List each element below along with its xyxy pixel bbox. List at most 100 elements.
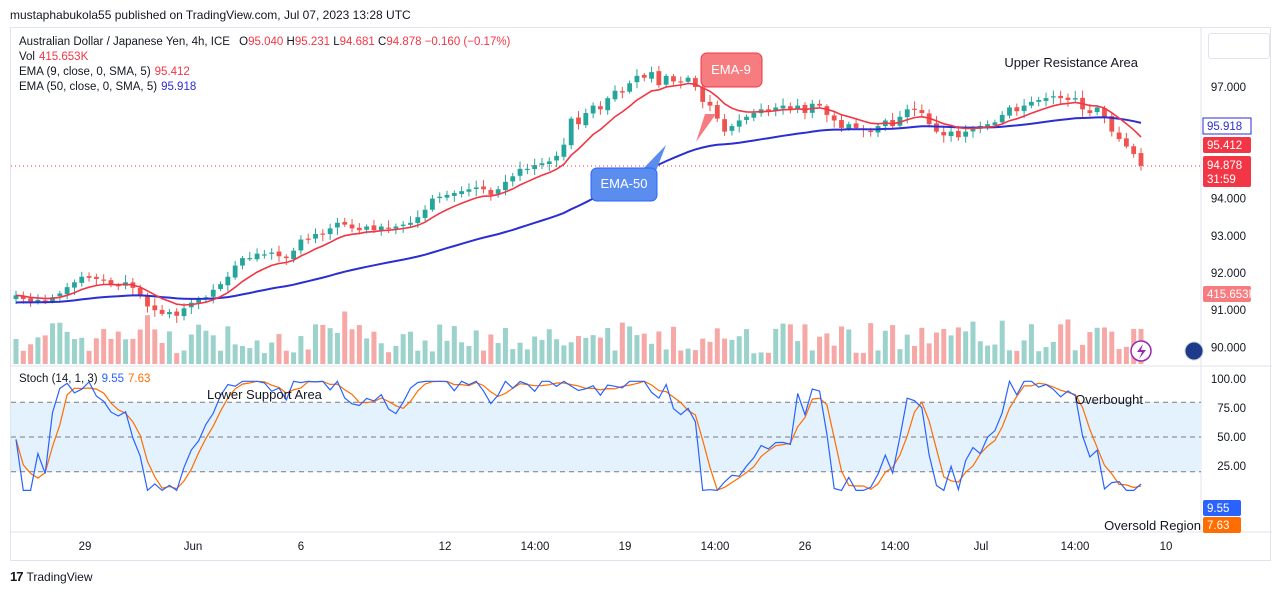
candle-body bbox=[846, 124, 852, 129]
volume-bar bbox=[364, 338, 370, 364]
candle-body bbox=[393, 226, 399, 229]
time-tick-label: 12 bbox=[439, 541, 452, 553]
volume-bar bbox=[736, 336, 742, 364]
candle-body bbox=[225, 276, 231, 286]
ema9-callout[interactable]: EMA-9 bbox=[696, 52, 763, 142]
volume-bar bbox=[305, 349, 311, 364]
stoch-d-badge[interactable]: 7.63 bbox=[1203, 517, 1241, 533]
volume-bar bbox=[561, 345, 567, 364]
chart-canvas[interactable]: 97.00095.00094.00093.00092.00091.00090.0… bbox=[11, 28, 1272, 562]
ema9-price-badge[interactable]: 95.412 bbox=[1203, 137, 1251, 153]
volume-bar bbox=[35, 337, 41, 364]
last-price-badge[interactable]: 94.878 31:59 bbox=[1203, 156, 1251, 187]
candle-body bbox=[108, 280, 114, 285]
candle-body bbox=[963, 131, 969, 137]
volume-bar bbox=[174, 353, 180, 364]
candle-body bbox=[291, 250, 296, 260]
volume-bar bbox=[546, 329, 552, 364]
volume-bar bbox=[649, 343, 655, 364]
legend-ema50[interactable]: EMA (50, close, 0, SMA, 5) 95.918 bbox=[19, 81, 197, 93]
ema9-line bbox=[15, 82, 1142, 306]
volume-bar bbox=[532, 336, 538, 364]
candle-body bbox=[970, 127, 976, 132]
candle-body bbox=[999, 114, 1005, 123]
chart-settings-button[interactable] bbox=[1208, 33, 1270, 59]
candle-body bbox=[605, 98, 611, 111]
candle-body bbox=[868, 130, 874, 133]
last-price-badge-bg bbox=[1203, 156, 1251, 187]
volume-bar bbox=[605, 327, 611, 364]
volume-bar bbox=[597, 337, 603, 364]
volume-bar bbox=[539, 339, 545, 364]
legend-ema9[interactable]: EMA (9, close, 0, SMA, 5) 95.412 bbox=[19, 66, 190, 78]
legend-stoch[interactable]: Stoch (14, 1, 3) 9.55 7.63 bbox=[19, 373, 151, 385]
ema50-price-badge-text: 95.918 bbox=[1207, 121, 1242, 133]
volume-bar bbox=[502, 328, 508, 364]
countdown-text: 31:59 bbox=[1207, 174, 1236, 186]
volume-bar bbox=[765, 352, 771, 364]
candle-body bbox=[342, 222, 348, 225]
volume-badge[interactable]: 415.653K bbox=[1203, 286, 1257, 302]
volume-bar bbox=[904, 334, 910, 364]
time-tick-label: 14:00 bbox=[701, 541, 730, 553]
candle-body bbox=[948, 131, 954, 137]
legend-close: 94.878 bbox=[386, 36, 422, 48]
legend-volume[interactable]: Vol 415.653K bbox=[19, 51, 89, 63]
candle-body bbox=[247, 258, 253, 260]
candle-body bbox=[780, 105, 786, 109]
volume-bar bbox=[422, 340, 428, 364]
candle-body bbox=[1050, 96, 1056, 98]
stoch-axis[interactable]: 100.00 75.00 50.00 25.00 bbox=[1211, 374, 1246, 473]
candle-body bbox=[210, 289, 216, 297]
volume-bar bbox=[137, 329, 143, 364]
candle-body bbox=[451, 193, 457, 196]
candle-body bbox=[1102, 108, 1107, 117]
volume-bar bbox=[524, 349, 530, 364]
stoch-k-badge[interactable]: 9.55 bbox=[1203, 500, 1241, 516]
volume-badge-bg bbox=[1203, 286, 1251, 302]
volume-bar bbox=[999, 320, 1005, 364]
volume-bar bbox=[846, 329, 852, 364]
candle-body bbox=[1109, 116, 1115, 132]
candle-body bbox=[736, 120, 742, 127]
volume-bar bbox=[751, 353, 757, 364]
candle-body bbox=[685, 77, 691, 82]
volume-bar bbox=[1021, 340, 1027, 364]
volume-bar bbox=[1028, 324, 1034, 364]
candle-body bbox=[115, 285, 121, 287]
volume-bar bbox=[459, 342, 465, 364]
time-axis[interactable]: 29 Jun 6 12 14:00 19 14:00 26 14:00 Jul 14:00 10 bbox=[79, 541, 1173, 553]
candle-body bbox=[941, 132, 947, 136]
chart-frame[interactable]: 97.00095.00094.00093.00092.00091.00090.0… bbox=[10, 27, 1272, 562]
candle-body bbox=[904, 109, 910, 118]
volume-bar bbox=[247, 348, 253, 364]
time-tick-label: 19 bbox=[619, 541, 632, 553]
candle-body bbox=[817, 103, 822, 106]
volume-bar bbox=[334, 333, 340, 364]
volume-bar bbox=[356, 325, 362, 364]
volume-bar bbox=[685, 348, 691, 364]
time-tick-label: 26 bbox=[799, 541, 812, 553]
volume-bar bbox=[466, 345, 472, 364]
volume-bar bbox=[473, 330, 479, 364]
published-line: mustaphabukola55 published on TradingVie… bbox=[10, 8, 411, 22]
ema50-callout[interactable]: EMA-50 bbox=[590, 145, 666, 202]
lower-support-label: Lower Support Area bbox=[207, 387, 323, 402]
volume-bar bbox=[57, 322, 63, 364]
volume-bar bbox=[678, 350, 684, 364]
candle-body bbox=[101, 279, 107, 281]
volume-bar bbox=[378, 343, 384, 364]
volume-bar bbox=[1058, 324, 1064, 364]
candle-body bbox=[919, 110, 925, 114]
candle-body bbox=[714, 105, 720, 119]
candle-body bbox=[232, 265, 238, 278]
candle-body bbox=[64, 287, 70, 295]
volume-bar bbox=[261, 353, 267, 364]
stoch-k-line bbox=[15, 379, 1142, 492]
volume-bar bbox=[1036, 351, 1042, 364]
candle-body bbox=[174, 311, 180, 316]
time-tick-label: 14:00 bbox=[1061, 541, 1090, 553]
ema50-price-badge[interactable]: 95.918 bbox=[1203, 118, 1251, 134]
volume-bar bbox=[1050, 341, 1056, 364]
price-tick-label: 94.000 bbox=[1211, 194, 1246, 206]
